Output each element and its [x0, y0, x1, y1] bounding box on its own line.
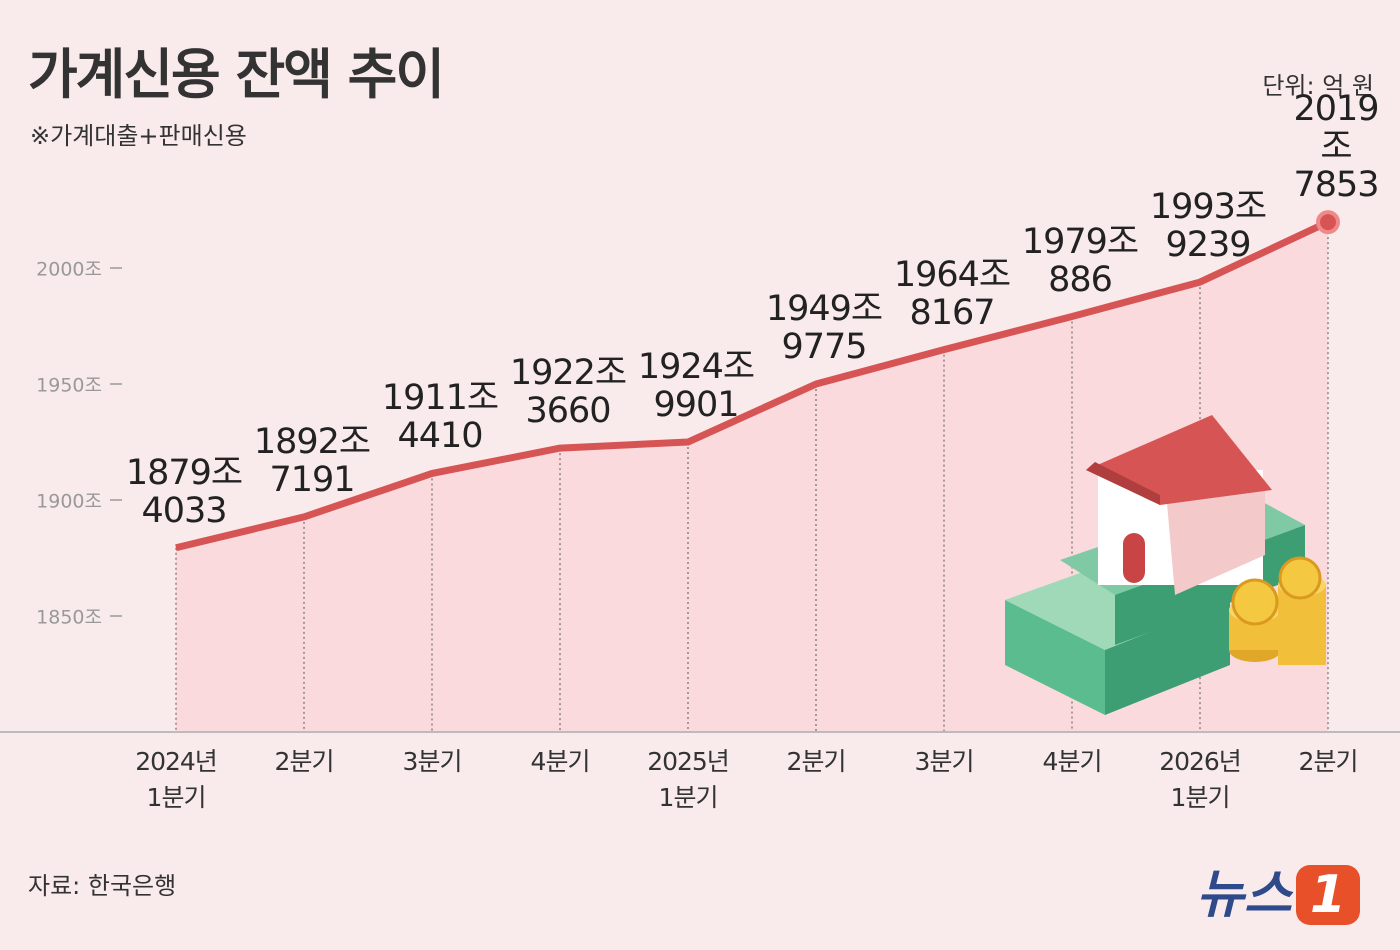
data-label: 1879조 4033 [125, 452, 243, 531]
x-tick-label: 2분기 [274, 747, 335, 776]
x-tick-label: 3분기 [402, 747, 463, 776]
data-label: 1911조 4410 [381, 378, 499, 457]
subtitle: ※가계대출+판매신용 [30, 122, 247, 150]
data-label: 1924조 9901 [637, 347, 755, 426]
logo-mark: 1 [1295, 865, 1360, 925]
x-tick-label: 2분기 [786, 747, 847, 776]
logo-text: 뉴스 [1196, 865, 1292, 925]
line [175, 218, 1330, 552]
data-label: 1979조 886 [1021, 221, 1139, 300]
x-tick-label: 2분기 [1298, 747, 1359, 776]
y-tick-label: 1950조 [36, 374, 102, 397]
data-label: 1993조 9239 [1149, 187, 1267, 266]
y-tick-label: 2000조 [36, 258, 102, 281]
x-tick-label: 2025년 1분기 [647, 747, 730, 812]
source: 자료: 한국은행 [28, 872, 177, 900]
x-tick-label: 3분기 [914, 747, 975, 776]
data-label: 1964조 8167 [893, 254, 1011, 333]
y-tick-label: 1850조 [36, 606, 102, 629]
logo: 뉴스 1 [1196, 852, 1360, 927]
unit-note: 단위: 억 원 [1262, 72, 1374, 100]
illustration [1005, 415, 1326, 715]
x-tick-label: 2024년 1분기 [135, 747, 218, 812]
y-tick-label: 1900조 [36, 490, 102, 513]
data-label: 1949조 9775 [765, 289, 883, 368]
x-tick-label: 4분기 [530, 747, 591, 776]
data-label: 2019조 7853 [1293, 89, 1379, 206]
x-tick-label: 2026년 1분기 [1159, 747, 1242, 812]
data-label: 1922조 3660 [509, 353, 627, 432]
data-label: 1892조 7191 [253, 421, 371, 500]
end-marker [1316, 210, 1340, 235]
chart-title: 가계신용 잔액 추이 [28, 43, 445, 106]
x-tick-label: 4분기 [1042, 747, 1103, 776]
